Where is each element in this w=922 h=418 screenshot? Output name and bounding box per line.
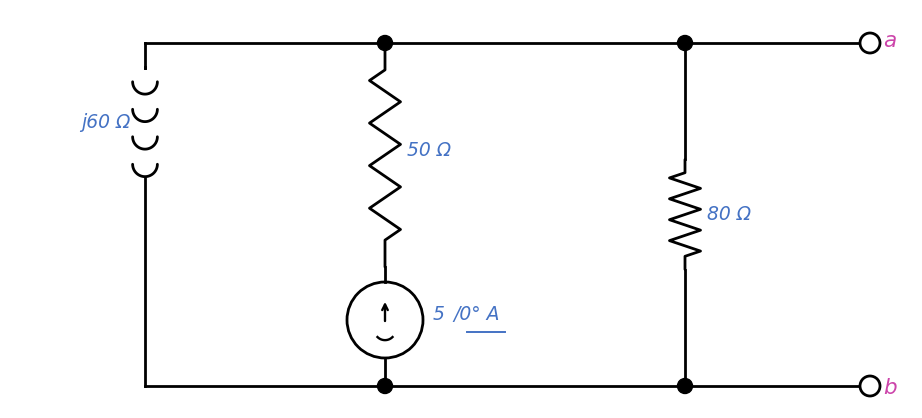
Text: j60 Ω: j60 Ω xyxy=(80,114,130,133)
Circle shape xyxy=(860,33,880,53)
Text: /0° A: /0° A xyxy=(453,306,500,324)
Text: a: a xyxy=(883,31,896,51)
Circle shape xyxy=(377,379,393,393)
Text: 80 Ω: 80 Ω xyxy=(707,205,751,224)
Circle shape xyxy=(860,376,880,396)
Text: 50 Ω: 50 Ω xyxy=(407,140,451,160)
Circle shape xyxy=(678,36,692,51)
Text: 5: 5 xyxy=(433,306,451,324)
Circle shape xyxy=(678,379,692,393)
Circle shape xyxy=(377,36,393,51)
Text: b: b xyxy=(883,378,896,398)
